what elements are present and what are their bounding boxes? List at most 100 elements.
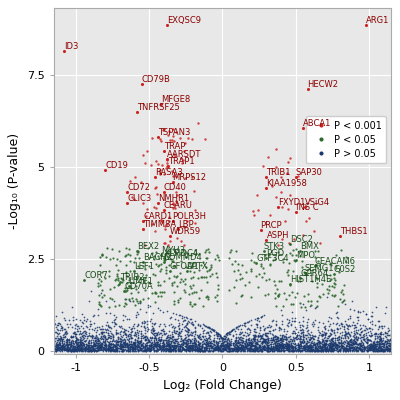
Point xyxy=(176,346,183,353)
Point xyxy=(162,344,168,351)
Point xyxy=(223,347,229,353)
Point xyxy=(340,347,347,354)
Point xyxy=(153,158,160,164)
Point xyxy=(201,346,208,353)
Point xyxy=(89,344,96,350)
Point xyxy=(223,346,230,352)
Point xyxy=(105,345,111,352)
Point xyxy=(161,226,168,232)
Point xyxy=(136,344,142,351)
Point xyxy=(298,343,305,349)
Point xyxy=(367,341,373,347)
Point xyxy=(291,318,297,324)
Point xyxy=(207,348,213,354)
Point xyxy=(158,101,164,107)
Point xyxy=(261,270,267,276)
Point xyxy=(241,347,247,353)
Point xyxy=(270,337,277,344)
Point xyxy=(76,344,83,351)
Point xyxy=(52,348,59,354)
Point xyxy=(174,340,180,346)
Point xyxy=(128,341,134,347)
Point xyxy=(388,340,394,346)
Point xyxy=(213,329,220,336)
Point xyxy=(307,341,314,347)
Point xyxy=(291,340,297,347)
Point xyxy=(201,336,207,342)
Point xyxy=(159,346,165,352)
Point xyxy=(279,340,285,346)
Point xyxy=(127,332,134,339)
Point xyxy=(301,339,308,345)
Point xyxy=(314,347,320,353)
Point xyxy=(332,346,338,353)
Point xyxy=(251,348,258,354)
Point xyxy=(52,338,58,344)
Point xyxy=(376,344,382,351)
Text: TNFRSF25: TNFRSF25 xyxy=(137,102,180,112)
Point xyxy=(96,342,102,348)
Point xyxy=(347,347,353,354)
Point xyxy=(103,344,109,350)
Point xyxy=(309,337,315,344)
Point xyxy=(196,344,203,351)
Point xyxy=(114,338,121,345)
Point xyxy=(103,245,110,251)
Point xyxy=(141,343,148,350)
Point xyxy=(193,342,199,349)
Point xyxy=(245,319,252,325)
Point xyxy=(95,346,101,353)
Point xyxy=(238,322,245,328)
Point xyxy=(355,309,362,316)
Point xyxy=(198,274,204,280)
Point xyxy=(169,329,175,335)
Point xyxy=(352,322,358,328)
Point xyxy=(82,348,88,354)
Point xyxy=(151,339,157,345)
Point xyxy=(117,338,123,344)
Point xyxy=(368,344,374,350)
Point xyxy=(78,343,85,350)
Point xyxy=(116,281,122,288)
Point xyxy=(339,299,346,305)
Point xyxy=(232,340,239,346)
Point xyxy=(267,346,273,352)
Point xyxy=(247,344,253,350)
Point xyxy=(377,347,384,353)
Point xyxy=(219,346,226,352)
Point xyxy=(326,313,332,320)
Point xyxy=(252,343,259,349)
Point xyxy=(237,331,243,337)
Point xyxy=(279,332,286,338)
Point xyxy=(72,331,78,338)
Point xyxy=(130,298,136,304)
Point xyxy=(379,342,385,349)
Point xyxy=(154,341,160,348)
Point xyxy=(69,324,75,330)
Point xyxy=(139,342,145,348)
Point xyxy=(353,330,360,336)
Point xyxy=(301,269,307,275)
Point xyxy=(351,328,357,335)
Point xyxy=(248,341,255,347)
Point xyxy=(80,346,87,353)
Point xyxy=(192,328,198,334)
Point xyxy=(355,308,361,314)
Point xyxy=(305,345,312,351)
Point xyxy=(184,249,190,256)
Point xyxy=(353,345,360,351)
Point xyxy=(250,342,256,348)
Point xyxy=(279,312,286,318)
Point xyxy=(344,338,350,345)
Point xyxy=(167,341,173,348)
Point xyxy=(287,332,293,339)
Point xyxy=(176,329,182,336)
Point xyxy=(171,345,177,352)
Point xyxy=(208,342,214,349)
Point xyxy=(221,343,228,349)
Point xyxy=(252,344,258,350)
Point xyxy=(364,348,370,354)
Point xyxy=(289,338,295,344)
Point xyxy=(257,332,263,339)
Text: CLIC3: CLIC3 xyxy=(127,194,151,203)
